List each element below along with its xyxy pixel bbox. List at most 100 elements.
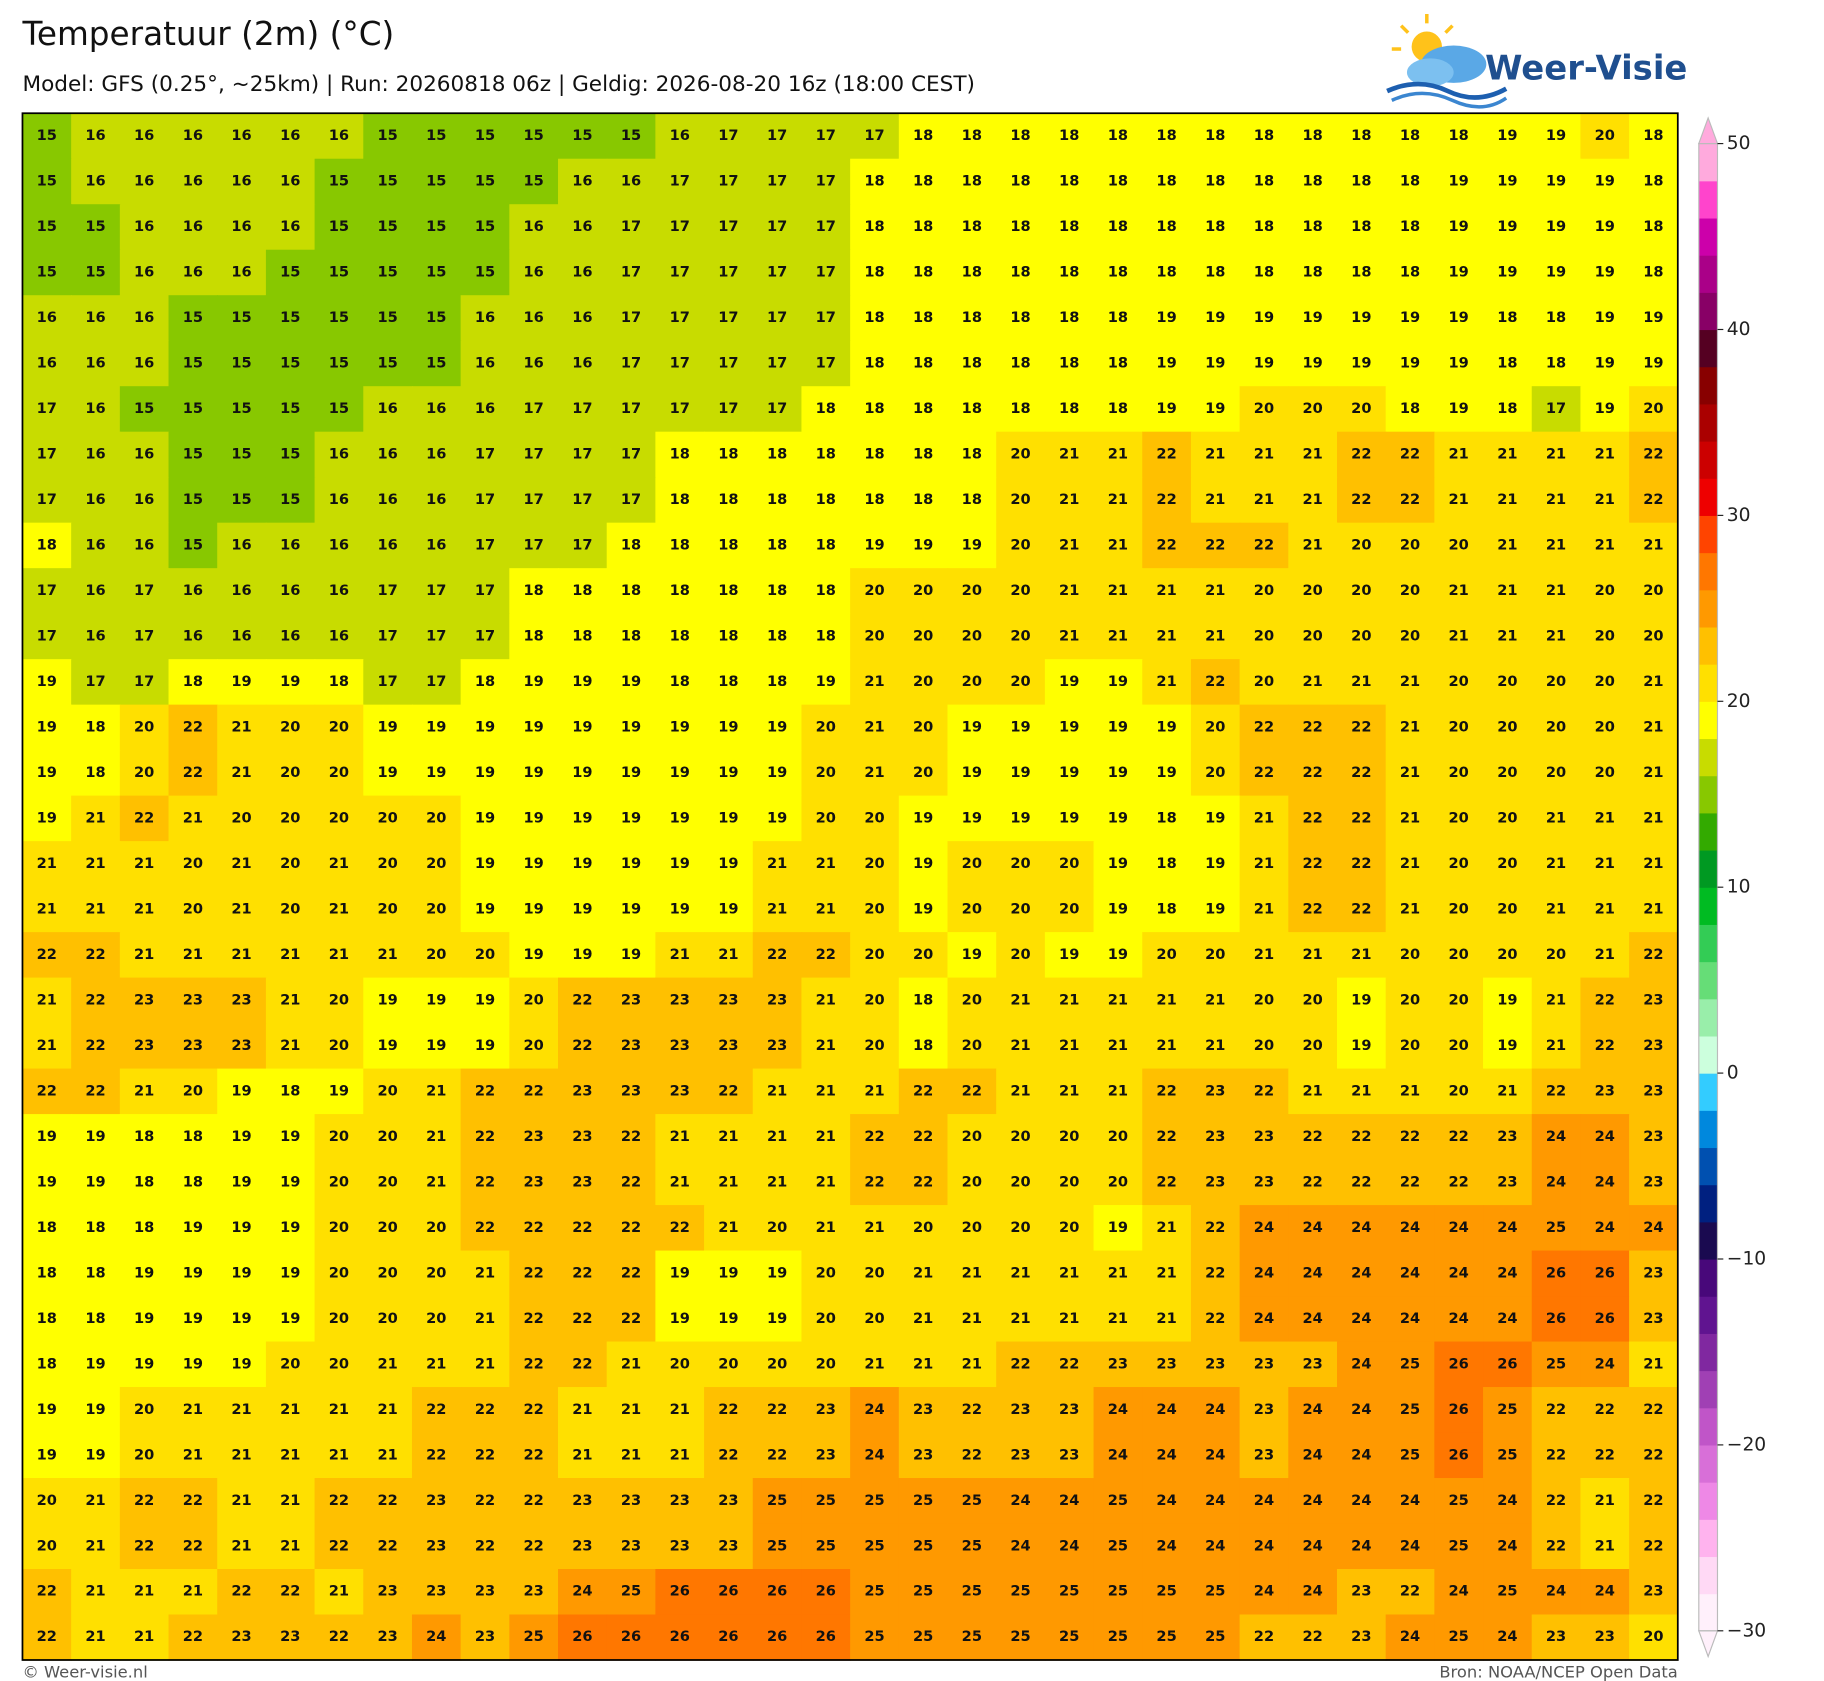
temperature-label: 20 bbox=[816, 809, 836, 826]
temperature-cell bbox=[655, 158, 705, 205]
temperature-cell bbox=[168, 113, 218, 160]
temperature-cell bbox=[1288, 795, 1338, 842]
temperature-label: 20 bbox=[1059, 900, 1079, 917]
temperature-cell bbox=[1629, 295, 1679, 342]
temperature-label: 24 bbox=[1400, 1492, 1420, 1509]
temperature-label: 20 bbox=[1302, 400, 1322, 417]
temperature-label: 20 bbox=[913, 764, 933, 781]
temperature-label: 21 bbox=[134, 1583, 154, 1600]
temperature-cell bbox=[1336, 750, 1387, 797]
temperature-label: 22 bbox=[524, 1082, 544, 1099]
temperature-cell bbox=[1093, 613, 1143, 660]
temperature-label: 15 bbox=[329, 218, 349, 235]
temperature-cell bbox=[1483, 386, 1533, 433]
temperature-label: 16 bbox=[377, 536, 397, 553]
temperature-label: 25 bbox=[1449, 1492, 1469, 1509]
temperature-label: 20 bbox=[1254, 400, 1274, 417]
temperature-cell bbox=[801, 886, 851, 933]
temperature-label: 19 bbox=[37, 1128, 57, 1145]
temperature-label: 22 bbox=[1302, 1628, 1322, 1645]
temperature-cell bbox=[22, 1341, 72, 1388]
temperature-label: 16 bbox=[231, 536, 251, 553]
temperature-cell bbox=[1044, 1250, 1095, 1297]
temperature-label: 15 bbox=[85, 218, 105, 235]
temperature-label: 15 bbox=[280, 354, 300, 371]
temperature-cell bbox=[1531, 841, 1582, 888]
temperature-cell bbox=[752, 1023, 803, 1070]
temperature-cell bbox=[655, 1068, 705, 1115]
temperature-cell bbox=[265, 659, 316, 706]
temperature-cell bbox=[1288, 204, 1338, 251]
temperature-label: 20 bbox=[1449, 764, 1469, 781]
temperature-label: 19 bbox=[670, 900, 690, 917]
temperature-label: 18 bbox=[913, 991, 933, 1008]
temperature-label: 19 bbox=[572, 718, 592, 735]
temperature-cell bbox=[606, 795, 657, 842]
temperature-cell bbox=[1580, 158, 1630, 205]
temperature-cell bbox=[947, 1432, 997, 1479]
temperature-label: 24 bbox=[572, 1583, 592, 1600]
temperature-cell bbox=[898, 1432, 949, 1479]
temperature-cell bbox=[1190, 568, 1241, 615]
temperature-label: 19 bbox=[962, 718, 982, 735]
temperature-label: 18 bbox=[913, 354, 933, 371]
temperature-cell bbox=[1483, 795, 1533, 842]
temperature-cell bbox=[704, 249, 754, 296]
temperature-label: 20 bbox=[767, 1355, 787, 1372]
temperature-cell bbox=[1336, 1205, 1387, 1252]
temperature-label: 16 bbox=[231, 127, 251, 144]
temperature-label: 20 bbox=[1010, 491, 1030, 508]
temperature-cell bbox=[1385, 113, 1436, 160]
temperature-cell bbox=[1385, 977, 1436, 1024]
temperature-label: 21 bbox=[864, 1355, 884, 1372]
temperature-label: 16 bbox=[572, 172, 592, 189]
temperature-label: 22 bbox=[1254, 764, 1274, 781]
temperature-label: 22 bbox=[621, 1310, 641, 1327]
temperature-label: 16 bbox=[231, 218, 251, 235]
temperature-label: 16 bbox=[572, 309, 592, 326]
temperature-label: 21 bbox=[816, 1082, 836, 1099]
temperature-label: 17 bbox=[37, 445, 57, 462]
temperature-label: 20 bbox=[1546, 673, 1566, 690]
temperature-cell bbox=[558, 613, 608, 660]
temperature-cell bbox=[558, 522, 608, 569]
temperature-label: 20 bbox=[864, 1264, 884, 1281]
temperature-label: 21 bbox=[1595, 1537, 1615, 1554]
temperature-cell bbox=[801, 1478, 851, 1525]
temperature-label: 18 bbox=[864, 263, 884, 280]
temperature-cell bbox=[606, 522, 657, 569]
temperature-label: 22 bbox=[1302, 900, 1322, 917]
temperature-cell bbox=[655, 249, 705, 296]
temperature-cell bbox=[1434, 795, 1484, 842]
temperature-label: 23 bbox=[1546, 1628, 1566, 1645]
temperature-label: 15 bbox=[231, 491, 251, 508]
temperature-label: 21 bbox=[1254, 809, 1274, 826]
temperature-cell bbox=[704, 795, 754, 842]
temperature-label: 17 bbox=[718, 263, 738, 280]
temperature-label: 21 bbox=[1400, 1082, 1420, 1099]
temperature-cell bbox=[704, 1387, 754, 1434]
temperature-cell bbox=[1288, 1114, 1338, 1161]
temperature-cell bbox=[1239, 841, 1290, 888]
temperature-cell bbox=[996, 568, 1046, 615]
temperature-cell bbox=[655, 431, 705, 478]
temperature-cell bbox=[1190, 1068, 1241, 1115]
temperature-label: 15 bbox=[377, 172, 397, 189]
temperature-label: 20 bbox=[1010, 445, 1030, 462]
temperature-cell bbox=[265, 1159, 316, 1206]
temperature-cell bbox=[1093, 750, 1143, 797]
temperature-cell bbox=[314, 477, 364, 524]
temperature-cell bbox=[168, 1478, 218, 1525]
temperature-label: 19 bbox=[718, 764, 738, 781]
temperature-label: 18 bbox=[864, 491, 884, 508]
temperature-cell bbox=[1142, 204, 1192, 251]
temperature-label: 20 bbox=[1010, 536, 1030, 553]
temperature-cell bbox=[558, 1250, 608, 1297]
temperature-cell bbox=[898, 431, 949, 478]
temperature-label: 22 bbox=[1546, 1401, 1566, 1418]
temperature-cell bbox=[898, 249, 949, 296]
temperature-label: 21 bbox=[85, 1628, 105, 1645]
temperature-cell bbox=[314, 795, 364, 842]
temperature-label: 19 bbox=[767, 718, 787, 735]
colorbar-segment bbox=[1698, 1110, 1718, 1149]
